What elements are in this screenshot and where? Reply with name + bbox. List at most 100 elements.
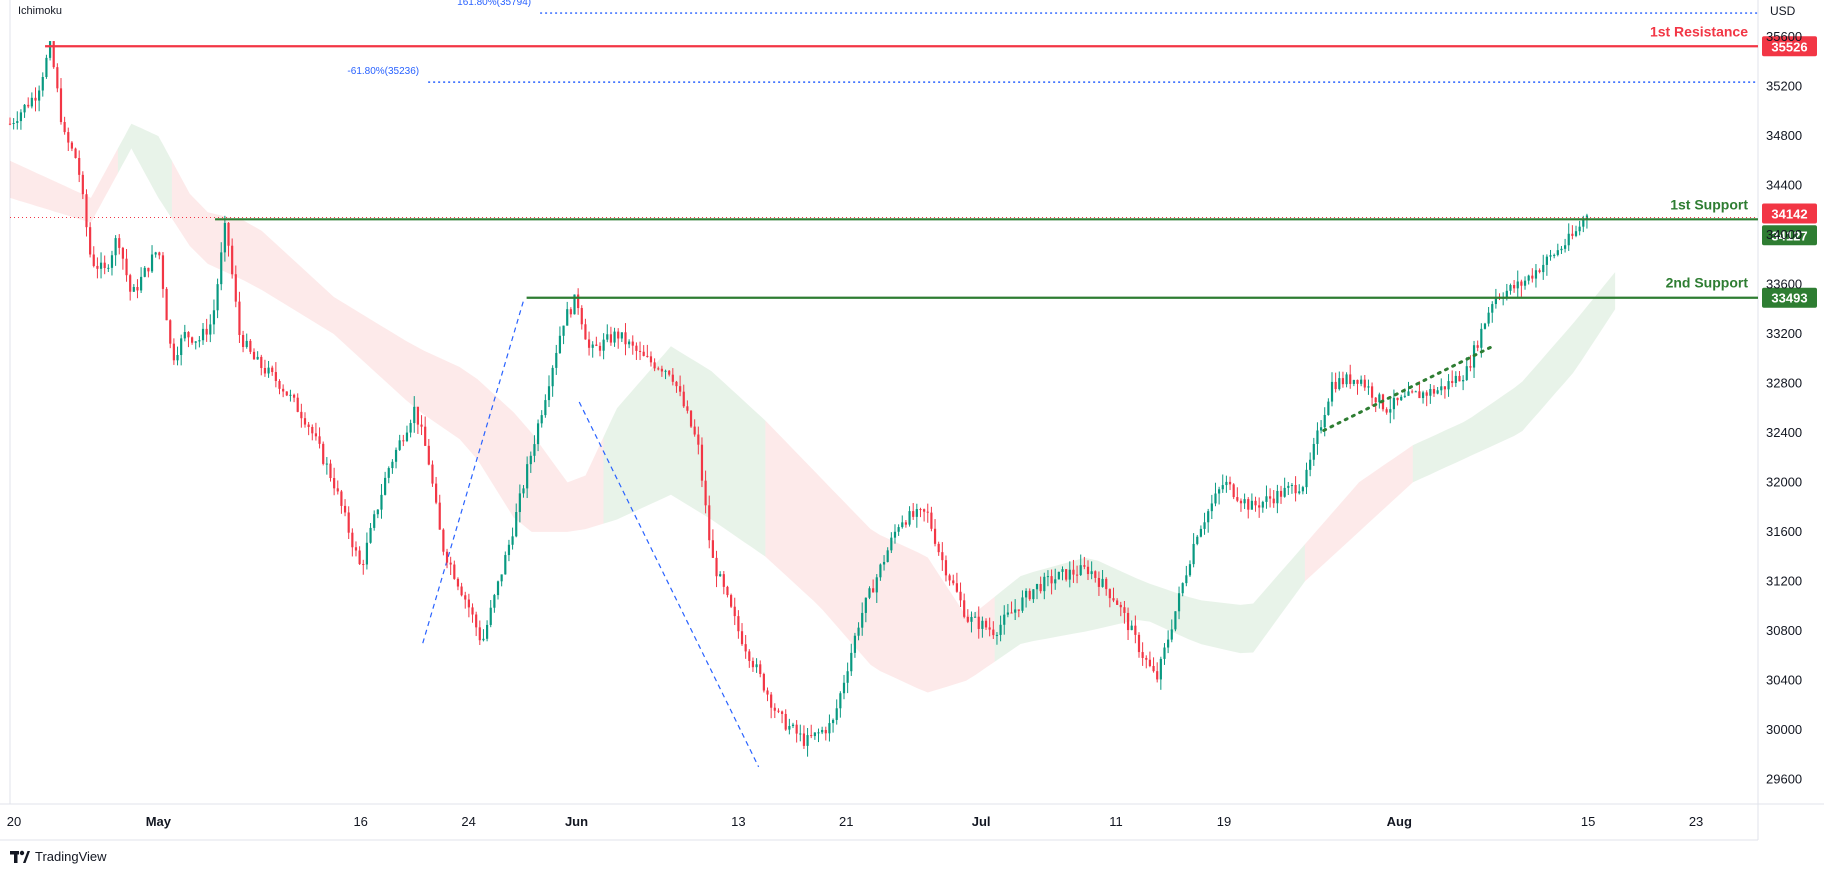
- candle-body: [118, 238, 121, 248]
- currency-label: USD: [1770, 4, 1796, 18]
- candle-body: [580, 308, 583, 325]
- candle-body: [966, 616, 969, 622]
- candle-body: [1411, 391, 1414, 393]
- tradingview-brand[interactable]: TradingView: [10, 849, 107, 864]
- candle-body: [380, 494, 383, 510]
- candle-body: [136, 287, 139, 291]
- candle-body: [333, 478, 336, 489]
- y-tick-label: 31600: [1766, 524, 1802, 539]
- tradingview-logo-icon: [10, 850, 30, 863]
- candle-body: [1225, 481, 1228, 486]
- candle-body: [1312, 443, 1315, 460]
- candle-body: [169, 320, 172, 344]
- candle-body: [937, 543, 940, 553]
- candle-body: [679, 386, 682, 392]
- candle-body: [813, 732, 816, 737]
- candle-body: [307, 424, 310, 427]
- candle-body: [999, 624, 1002, 635]
- candle-body: [212, 310, 216, 325]
- candle-body: [292, 394, 296, 398]
- candle-body: [1145, 657, 1148, 660]
- candle-body: [1276, 490, 1279, 504]
- candle-body: [1462, 379, 1465, 382]
- candle-body: [220, 252, 223, 285]
- candle-body: [205, 328, 208, 335]
- candle-body: [1167, 639, 1170, 648]
- candle-body: [536, 423, 540, 445]
- candle-body: [1105, 578, 1108, 590]
- candle-body: [668, 370, 671, 375]
- level-price-tag-text-1: 34127: [1771, 228, 1807, 243]
- candle-body: [646, 355, 649, 357]
- candle-body: [1254, 500, 1257, 506]
- candle-body: [23, 104, 26, 113]
- candle-body: [912, 511, 915, 517]
- candle-body: [587, 339, 591, 348]
- candle-body: [617, 331, 620, 339]
- candle-body: [1542, 264, 1545, 273]
- candle-body: [1319, 427, 1323, 431]
- candle-body: [766, 690, 769, 695]
- candle-body: [110, 255, 114, 268]
- candle-body: [602, 339, 605, 351]
- axes: 29600 30000 30400 30800 31200 31600 32000 32400…: [7, 29, 1802, 829]
- candle-body: [358, 550, 361, 565]
- kumo-bull-segment-1: [603, 346, 766, 557]
- candle-body: [1214, 493, 1217, 504]
- candle-body: [85, 194, 88, 228]
- candle-body: [496, 581, 500, 596]
- candle-body: [1028, 590, 1031, 600]
- candle-body: [238, 301, 241, 335]
- candle-body: [1039, 584, 1042, 592]
- y-tick-label: 34000: [1766, 227, 1802, 242]
- candle-body: [1086, 566, 1090, 575]
- candle-body: [1330, 381, 1334, 402]
- candle-body: [1491, 304, 1494, 313]
- y-tick-label: 33200: [1766, 326, 1802, 341]
- candle-body: [1068, 569, 1071, 580]
- candle-body: [325, 463, 328, 465]
- candle-body: [132, 287, 135, 292]
- candle-body: [271, 367, 274, 373]
- candle-body: [1483, 323, 1487, 329]
- candle-body: [558, 335, 562, 353]
- candle-body: [1509, 285, 1512, 291]
- candle-body: [1294, 485, 1297, 494]
- candle-body: [347, 512, 350, 533]
- candle-body: [1112, 598, 1115, 601]
- candle-body: [784, 713, 787, 730]
- candle-body: [748, 651, 751, 661]
- candle-body: [1261, 501, 1264, 508]
- candlesticks: [8, 41, 1589, 757]
- x-tick-label: Jun: [565, 814, 588, 829]
- candle-body: [1345, 374, 1348, 385]
- candle-body: [584, 324, 587, 340]
- candle-body: [959, 591, 962, 601]
- candle-body: [56, 67, 59, 89]
- candle-body: [689, 410, 693, 427]
- y-tick-label: 33600: [1766, 276, 1802, 291]
- candle-body: [1534, 270, 1538, 279]
- candle-body: [1003, 614, 1006, 625]
- last-price-tag: [1762, 203, 1817, 224]
- candle-body: [933, 528, 937, 544]
- candle-body: [267, 367, 270, 374]
- candle-body: [478, 627, 481, 641]
- y-tick-label: 30400: [1766, 672, 1802, 687]
- x-tick-label: 11: [1109, 814, 1123, 829]
- candle-body: [329, 463, 332, 479]
- x-tick-label: 16: [353, 814, 367, 829]
- candle-body: [467, 599, 470, 608]
- candle-body: [1163, 647, 1166, 659]
- candle-body: [518, 493, 521, 513]
- candle-body: [416, 406, 419, 425]
- candle-body: [260, 356, 263, 369]
- kumo-bull-segment-3: [1412, 272, 1616, 483]
- candle-body: [343, 505, 347, 513]
- candle-body: [522, 488, 525, 494]
- candle-body: [274, 372, 277, 381]
- candle-body: [897, 527, 900, 532]
- candle-body: [1527, 275, 1530, 281]
